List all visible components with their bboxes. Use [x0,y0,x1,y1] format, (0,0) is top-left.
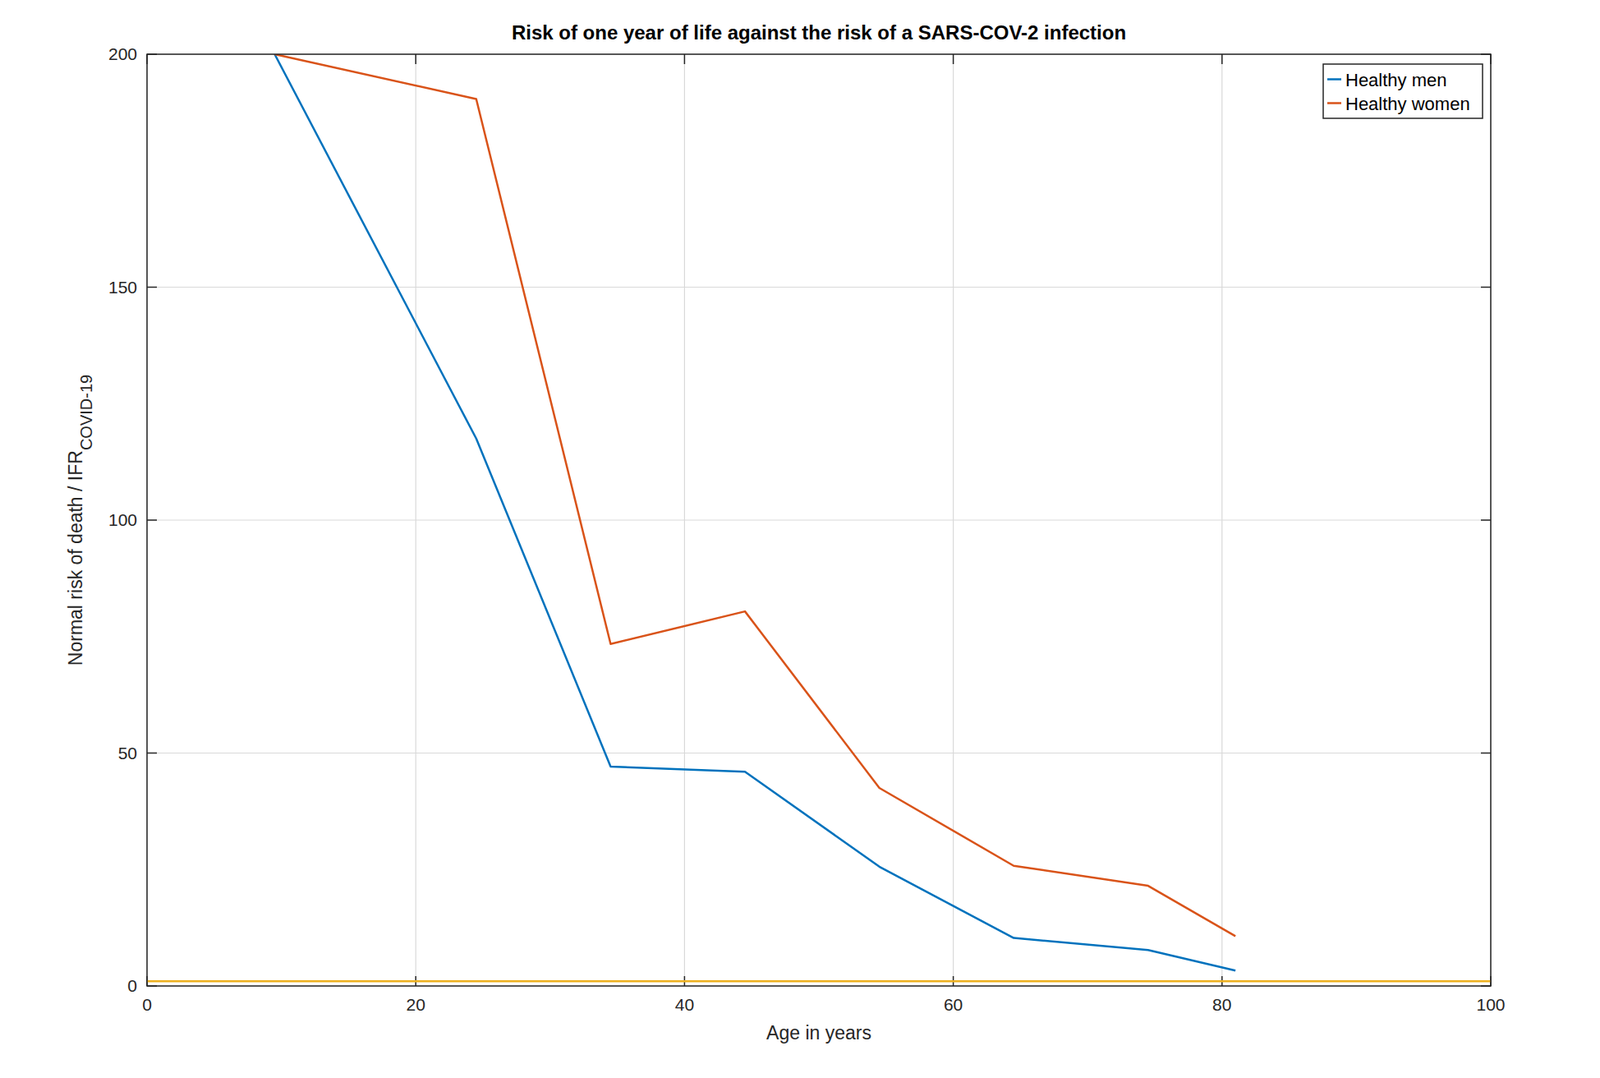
tick [1221,54,1223,65]
tick [1480,519,1491,521]
tick [147,519,157,521]
y-axis-label-group: Normal risk of death / IFRCOVID-19 [64,374,96,666]
chart: 0 20 40 60 80 100 0 50 100 150 200 Risk of one year… [0,0,1600,1078]
legend: Healthy menHealthy women [1323,64,1483,119]
series-group [147,54,1491,981]
tick-label: 40 [675,994,695,1014]
tick [1480,286,1491,289]
series-line [147,979,1491,983]
grid-line [147,519,1491,520]
series-line [274,54,1236,936]
grid [147,54,1491,986]
tick-label: 0 [127,975,138,995]
y-axis-label-main: Normal risk of death / IFR [64,450,87,666]
plot-area [147,54,1491,986]
tick [414,54,417,65]
axes-frame [147,54,1491,986]
y-axis-label-sub: COVID-19 [77,374,96,451]
legend-swatch [1327,78,1342,81]
tick [147,286,157,289]
tick [147,752,157,755]
tick-label: 20 [406,994,426,1014]
grid-line [147,286,1491,288]
tick [684,54,686,65]
x-axis-label: Age in years [766,1021,872,1044]
tick-label: 200 [108,44,138,64]
legend-label: Healthy women [1345,93,1471,115]
tick-label: 100 [108,510,138,529]
background [0,0,1600,1078]
tick-label: 100 [1475,994,1505,1014]
y-axis-label: Normal risk of death / IFRCOVID-19 [64,374,96,666]
tick-label: 50 [118,743,138,763]
legend-box [1323,64,1483,119]
legend-swatch [1327,101,1342,105]
legend-label: Healthy men [1345,69,1448,91]
title: Risk of one year of life against the ris… [511,21,1127,44]
grid-line [147,752,1491,754]
tick [1480,752,1491,755]
tick-label: 60 [943,994,963,1014]
tick-label: 150 [108,277,138,297]
tick [952,54,955,65]
series-line [274,54,1236,971]
tick-label: 80 [1212,994,1232,1014]
tick-label: 0 [142,994,152,1014]
